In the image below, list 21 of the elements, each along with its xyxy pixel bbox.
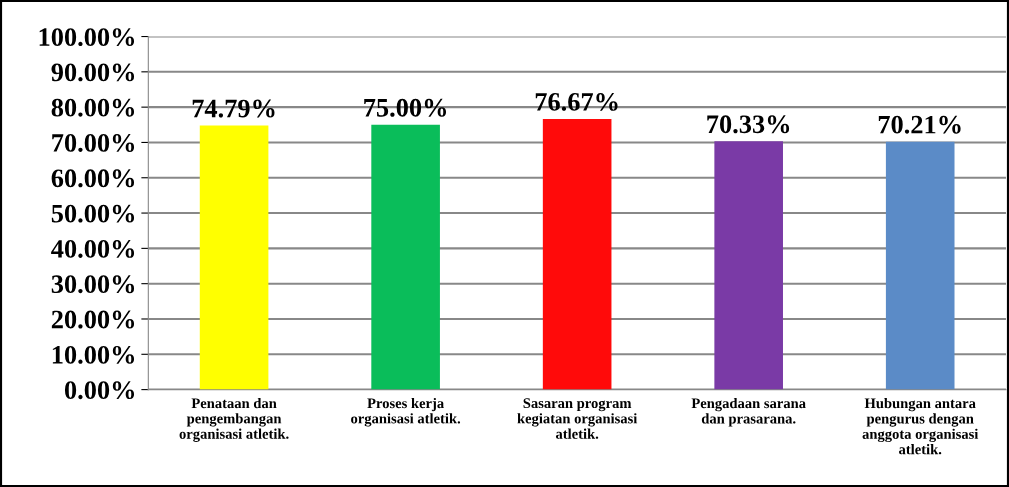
- x-tick-label: Pengadaan sarana dan prasarana.: [691, 397, 806, 427]
- x-tick-label: Proses kerja organisasi atletik.: [351, 397, 461, 427]
- y-tick-label: 20.00%: [51, 310, 135, 329]
- y-tick-label: 30.00%: [51, 275, 135, 294]
- y-tick-label: 0.00%: [64, 381, 135, 400]
- x-tick-label: Penataan dan pengembangan organisasi atletik.: [179, 397, 289, 442]
- data-label: 76.67%: [535, 92, 618, 111]
- x-tick-label: Sasaran program kegiatan organisasi atletik.: [517, 398, 638, 439]
- y-tick-label: 40.00%: [51, 239, 135, 258]
- y-tick-label: 70.00%: [52, 134, 135, 152]
- x-tick-label: Hubungan antara pengurus dengan anggota organisasi atletik.: [862, 397, 979, 455]
- y-tick-label: 50.00%: [51, 204, 135, 223]
- y-tick-label: 10.00%: [52, 345, 135, 364]
- y-tick-label: 60.00%: [51, 169, 135, 188]
- data-label: 75.00%: [364, 98, 447, 117]
- data-label: 70.33%: [707, 115, 790, 134]
- data-label: 70.21%: [878, 115, 961, 134]
- data-label: 74.79%: [192, 99, 275, 118]
- y-tick-label: 100.00%: [39, 28, 135, 47]
- y-tick-label: 80.00%: [51, 98, 135, 117]
- y-tick-label: 90.00%: [51, 63, 135, 82]
